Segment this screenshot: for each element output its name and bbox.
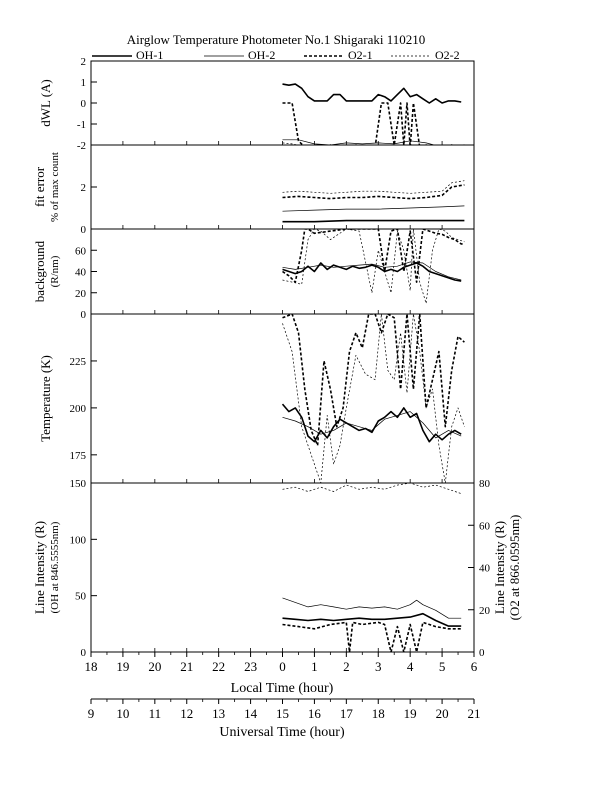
y-tick-label: -2 — [77, 140, 86, 152]
local-time-tick-label: 1 — [311, 659, 318, 674]
universal-time-tick-label: 20 — [436, 706, 449, 721]
universal-time-tick-label: 13 — [212, 706, 225, 721]
legend-label-oh-1: OH-1 — [136, 48, 163, 62]
series-oh-1-temperature — [281, 403, 462, 443]
universal-time-tick-label: 16 — [308, 706, 322, 721]
y-tick-label: 0 — [81, 647, 87, 659]
y-axis-label: fit error% of max count — [32, 152, 61, 222]
y-tick-label: 0 — [81, 98, 87, 110]
local-time-tick-label: 0 — [279, 659, 286, 674]
legend: OH-1 OH-2 O2-1 O2-2 — [92, 48, 460, 62]
y2-tick-label: 20 — [479, 605, 491, 617]
local-time-tick-label: 22 — [212, 659, 225, 674]
y-tick-label: 100 — [70, 534, 87, 546]
universal-time-tick-label: 9 — [88, 706, 95, 721]
figure-title: Airglow Temperature Photometer No.1 Shig… — [127, 32, 426, 47]
legend-label-o2-1: O2-1 — [348, 48, 373, 62]
y2-tick-label: 40 — [479, 563, 491, 575]
universal-time-tick-label: 18 — [372, 706, 385, 721]
y-axis-label: dWL (A) — [38, 79, 53, 127]
y-tick-label: -1 — [77, 119, 86, 131]
series-oh-1-dwl — [282, 83, 462, 104]
series-o2-1-fit_error — [282, 184, 465, 200]
series-o2-1-temperature — [282, 314, 465, 447]
y-axis-label: Temperature (K) — [38, 355, 53, 442]
y-tick-label: 225 — [70, 356, 87, 368]
panel-background: 0 20 40 60 background (R/nm) — [32, 228, 475, 321]
y-tick-label: 0 — [81, 224, 87, 236]
y2-tick-label: 80 — [479, 478, 491, 490]
universal-time-tick-label: 14 — [244, 706, 258, 721]
series-oh-1-line_intensity — [282, 612, 462, 627]
y-tick-label: 175 — [70, 450, 87, 462]
series-oh-2-dwl — [282, 139, 460, 145]
universal-time-tick-label: 17 — [340, 706, 354, 721]
universal-time-tick-label: 21 — [468, 706, 481, 721]
panel-dwl: -2 -1 0 1 2 dWL (A) — [38, 56, 475, 152]
panel-line_intensity: 0 50 100 150 0 20 40 60 80 Line Intensity (R) (OH … — [32, 478, 522, 659]
y-tick-label: 2 — [81, 56, 87, 68]
series-o2-2-line_intensity — [282, 483, 462, 494]
y-tick-label: 50 — [75, 591, 87, 603]
panel-fit_error: 0 2 fit error% of max count — [32, 144, 475, 236]
series-oh-2-background — [282, 261, 462, 281]
series-o2-1-dwl — [282, 102, 465, 145]
y2-axis-label: Line Intensity (R)(O2 at 866.0595nm) — [492, 515, 522, 621]
y-tick-label: 200 — [70, 403, 87, 415]
panel-frame — [90, 482, 475, 653]
universal-time-tick-label: 19 — [404, 706, 417, 721]
local-time-tick-label: 21 — [180, 659, 193, 674]
y-tick-label: 1 — [81, 77, 87, 89]
local-time-tick-label: 2 — [343, 659, 350, 674]
local-time-axis: 18 19 20 21 22 23 0 1 2 3 4 5 6 — [85, 651, 478, 674]
local-time-tick-label: 3 — [375, 659, 382, 674]
panel-frame — [90, 144, 475, 230]
local-time-tick-label: 5 — [439, 659, 446, 674]
series-o2-1-line_intensity — [282, 621, 462, 652]
y-tick-label: 20 — [75, 288, 87, 300]
y-tick-label: 2 — [81, 182, 87, 194]
series-oh-1-background — [282, 262, 462, 282]
universal-time-tick-label: 12 — [180, 706, 193, 721]
series-oh-2-fit_error — [282, 205, 465, 212]
y-tick-label: 40 — [75, 267, 87, 279]
y-tick-label: 60 — [75, 245, 87, 257]
local-time-tick-label: 19 — [116, 659, 129, 674]
series-o2-2-fit_error — [282, 180, 465, 194]
series-oh-2-line_intensity — [282, 597, 462, 619]
local-time-tick-label: 4 — [407, 659, 414, 674]
panel-frame — [90, 313, 475, 484]
local-time-label: Local Time (hour) — [231, 681, 334, 696]
series-oh-1-fit_error — [282, 219, 465, 223]
y2-tick-label: 0 — [479, 647, 485, 659]
y-tick-label: 150 — [70, 478, 87, 490]
y-axis-label: Line Intensity (R) (OH at 846.5555nm) — [32, 521, 61, 614]
y2-tick-label: 60 — [479, 520, 491, 532]
universal-time-label: Universal Time (hour) — [219, 725, 345, 740]
universal-time-axis: 9 10 11 12 13 14 15 16 17 18 19 20 21 — [88, 698, 481, 721]
panel-temperature: 175 200 225 Temperature (K) — [38, 313, 475, 484]
universal-time-tick-label: 15 — [276, 706, 289, 721]
universal-time-tick-label: 10 — [116, 706, 129, 721]
series-o2-2-dwl — [282, 142, 437, 145]
universal-time-tick-label: 11 — [149, 706, 162, 721]
local-time-tick-label: 20 — [148, 659, 161, 674]
legend-label-o2-2: O2-2 — [435, 48, 460, 62]
series-o2-1-background — [282, 229, 465, 283]
series-oh-2-temperature — [282, 411, 462, 439]
series-o2-2-temperature — [282, 314, 465, 483]
y-axis-label: background (R/nm) — [32, 240, 61, 302]
y-tick-label: 0 — [81, 309, 87, 321]
local-time-tick-label: 6 — [471, 659, 478, 674]
local-time-tick-label: 23 — [244, 659, 257, 674]
legend-label-oh-2: OH-2 — [248, 48, 275, 62]
local-time-tick-label: 18 — [85, 659, 98, 674]
